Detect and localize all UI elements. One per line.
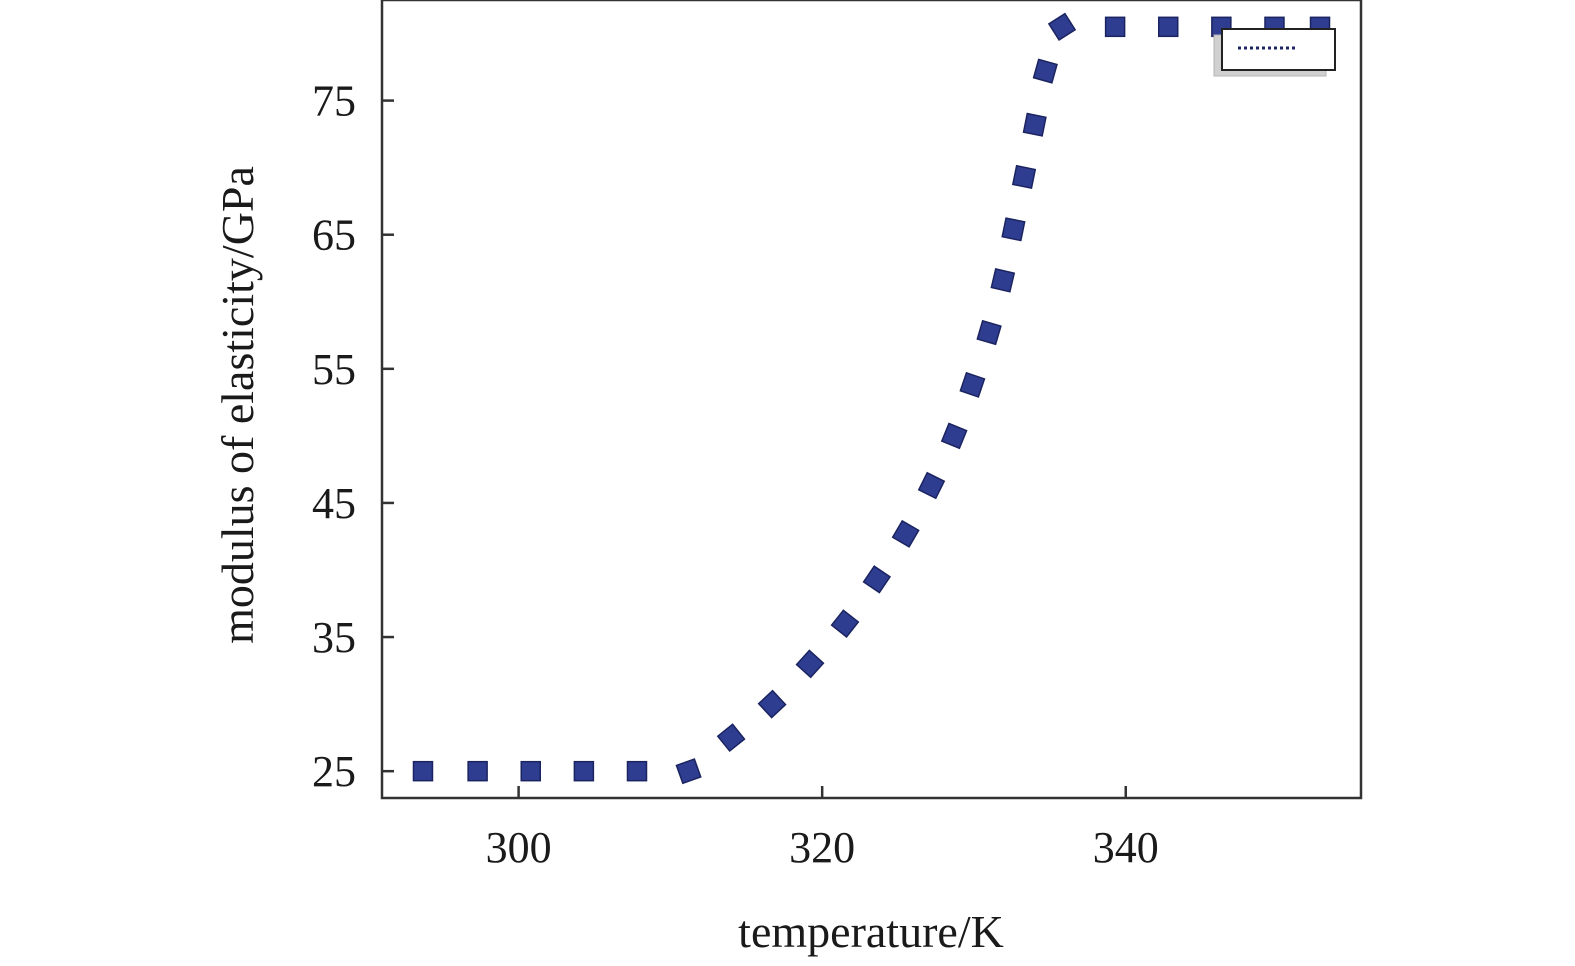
data-point-23 [1157, 16, 1179, 38]
data-point-14 [959, 371, 986, 398]
y-tick-label-5: 75 [312, 77, 356, 126]
data-point-0 [412, 760, 434, 782]
data-point-16 [990, 267, 1016, 293]
y-tick-label-1: 35 [312, 613, 356, 662]
data-point-8 [795, 649, 825, 679]
data-point-7 [757, 689, 787, 719]
data-point-11 [891, 519, 920, 548]
x-tick-label-2: 340 [1093, 823, 1159, 872]
data-point-5 [675, 758, 702, 785]
data-point-19 [1022, 112, 1047, 137]
data-point-2 [520, 760, 541, 782]
data-point-13 [940, 422, 968, 450]
data-point-4 [626, 760, 648, 782]
data-point-1 [467, 760, 488, 782]
y-tick-label-4: 65 [312, 211, 356, 260]
x-tick-label-1: 320 [789, 823, 855, 872]
data-point-20 [1032, 58, 1058, 84]
data-point-18 [1011, 164, 1037, 190]
x-axis-ticks: 300 320 340 [486, 786, 1159, 872]
data-point-21 [1047, 12, 1077, 41]
data-point-17 [1001, 217, 1026, 242]
y-tick-label-0: 25 [312, 747, 356, 796]
data-point-3 [573, 760, 595, 782]
legend [1213, 28, 1336, 77]
data-point-22 [1104, 16, 1126, 38]
y-axis-title: modulus of elasticity/GPa [212, 166, 263, 644]
y-axis-ticks: 25 35 45 55 65 75 [312, 77, 394, 796]
plot-frame [380, 0, 1363, 800]
y-tick-label-3: 55 [312, 345, 356, 394]
data-point-15 [976, 319, 1002, 346]
data-point-9 [830, 609, 860, 638]
data-point-10 [862, 565, 892, 594]
x-axis-title: temperature/K [738, 906, 1004, 957]
data-point-6 [716, 723, 746, 753]
y-tick-label-2: 45 [312, 479, 356, 528]
x-tick-label-0: 300 [486, 823, 552, 872]
data-point-12 [917, 471, 946, 500]
data-markers [412, 12, 1331, 785]
